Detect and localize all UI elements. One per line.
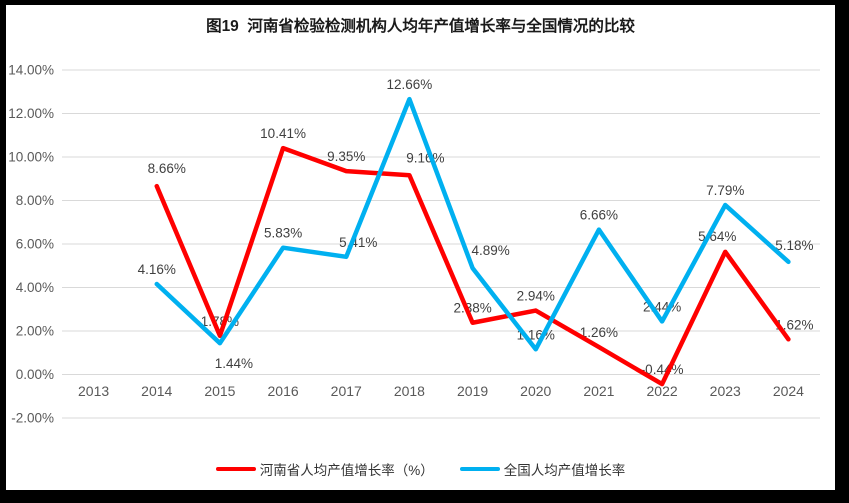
legend: 河南省人均产值增长率（%） 全国人均产值增长率 <box>6 459 835 479</box>
svg-text:2.38%: 2.38% <box>453 301 491 316</box>
svg-text:14.00%: 14.00% <box>8 63 54 78</box>
svg-text:9.35%: 9.35% <box>327 149 365 164</box>
svg-text:5.41%: 5.41% <box>339 235 377 250</box>
svg-text:0.00%: 0.00% <box>16 367 54 382</box>
svg-text:10.41%: 10.41% <box>260 126 306 141</box>
svg-text:2023: 2023 <box>710 383 741 399</box>
svg-text:1.26%: 1.26% <box>580 325 618 340</box>
svg-text:5.83%: 5.83% <box>264 226 302 241</box>
svg-text:-2.00%: -2.00% <box>11 411 54 426</box>
svg-text:8.00%: 8.00% <box>16 193 54 208</box>
y-axis-labels-group: 14.00% 12.00% 10.00% 8.00% 6.00% 4.00% 2.00% 0.… <box>8 63 54 426</box>
svg-text:12.00%: 12.00% <box>8 106 54 121</box>
svg-text:7.79%: 7.79% <box>706 183 744 198</box>
svg-text:2016: 2016 <box>268 383 299 399</box>
svg-text:2.00%: 2.00% <box>16 324 54 339</box>
chart-panel: 图19 河南省检验检测机构人均年产值增长率与全国情况的比较 14.00% 12.0… <box>6 5 835 490</box>
svg-text:6.00%: 6.00% <box>16 237 54 252</box>
svg-text:2020: 2020 <box>520 383 551 399</box>
svg-text:2022: 2022 <box>647 383 678 399</box>
svg-text:2017: 2017 <box>331 383 362 399</box>
svg-text:4.16%: 4.16% <box>138 262 176 277</box>
svg-text:6.66%: 6.66% <box>580 208 618 223</box>
svg-text:4.89%: 4.89% <box>471 243 509 258</box>
series-lines-group <box>154 96 791 387</box>
svg-text:10.00%: 10.00% <box>8 150 54 165</box>
gridlines-group <box>62 69 820 419</box>
svg-text:12.66%: 12.66% <box>387 77 433 92</box>
svg-text:2018: 2018 <box>394 383 425 399</box>
legend-label-henan: 河南省人均产值增长率（%） <box>259 463 434 478</box>
svg-text:2013: 2013 <box>78 383 109 399</box>
svg-text:2019: 2019 <box>457 383 488 399</box>
svg-text:9.16%: 9.16% <box>406 150 444 165</box>
svg-text:2.94%: 2.94% <box>517 289 555 304</box>
national-line-swatch-icon <box>459 466 500 472</box>
svg-text:2015: 2015 <box>204 383 235 399</box>
svg-text:5.18%: 5.18% <box>775 238 813 253</box>
svg-text:2021: 2021 <box>583 383 614 399</box>
chart-title: 图19 河南省检验检测机构人均年产值增长率与全国情况的比较 <box>206 18 635 35</box>
svg-text:2014: 2014 <box>141 383 172 399</box>
svg-text:8.66%: 8.66% <box>148 161 186 176</box>
line-chart-svg: 14.00% 12.00% 10.00% 8.00% 6.00% 4.00% 2.00% 0.… <box>8 63 820 426</box>
svg-text:1.44%: 1.44% <box>215 356 253 371</box>
svg-text:2024: 2024 <box>773 383 804 399</box>
svg-text:4.00%: 4.00% <box>16 280 54 295</box>
x-axis-labels-group: 2013 2014 2015 2016 2017 2018 2019 2020 2021 2022… <box>78 383 804 399</box>
henan-line-swatch-icon <box>215 466 256 472</box>
legend-item-henan: 河南省人均产值增长率（%） <box>215 459 434 479</box>
legend-label-national: 全国人均产值增长率 <box>503 463 626 478</box>
legend-item-national: 全国人均产值增长率 <box>459 459 626 479</box>
svg-text:1.62%: 1.62% <box>775 317 813 332</box>
